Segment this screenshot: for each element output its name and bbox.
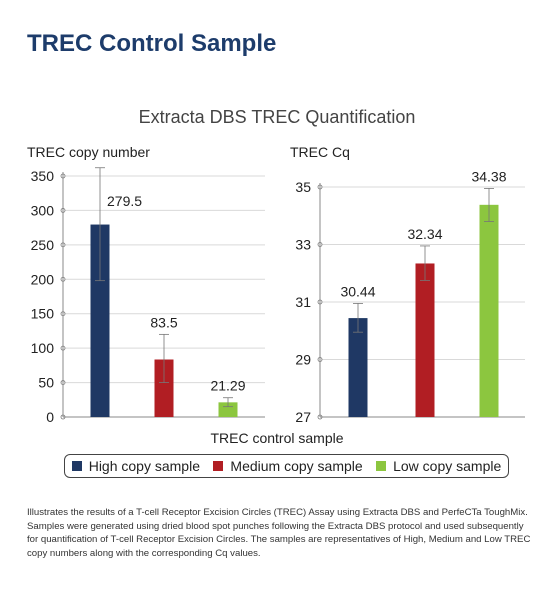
legend-item-medium: Medium copy sample <box>213 458 363 474</box>
y-tick-label: 250 <box>31 237 55 253</box>
legend-label-medium: Medium copy sample <box>230 458 363 474</box>
data-label-high: 279.5 <box>107 193 142 209</box>
legend-swatch-high <box>71 461 82 471</box>
data-label-medium: 32.34 <box>407 226 442 242</box>
y-tick-label: 150 <box>31 306 55 322</box>
y-tick-label: 27 <box>295 409 311 425</box>
y-tick-label: 35 <box>295 179 311 195</box>
legend-label-high: High copy sample <box>88 458 200 474</box>
bar-high <box>90 224 110 417</box>
data-label-high: 30.44 <box>340 283 375 299</box>
y-tick-label: 29 <box>295 352 311 368</box>
y-tick-label: 0 <box>46 409 54 425</box>
legend-swatch-medium <box>213 461 224 471</box>
y-axis-label: TREC Cq <box>290 144 350 160</box>
figure-caption: Illustrates the results of a T-cell Rece… <box>27 507 531 559</box>
y-tick-label: 300 <box>31 202 55 218</box>
y-tick-label: 100 <box>31 340 55 356</box>
copy-number-chart: TREC copy number 0 50 100 150 200 250 300 350 279… <box>27 144 265 425</box>
bar-low <box>218 402 238 417</box>
legend-item-low: Low copy sample <box>376 458 501 474</box>
x-axis-label: TREC control sample <box>210 430 343 446</box>
y-tick-label: 350 <box>31 168 55 184</box>
y-axis-label: TREC copy number <box>27 144 150 160</box>
bar-high <box>348 318 368 417</box>
y-tick-label: 33 <box>295 237 311 253</box>
y-tick-label: 31 <box>295 294 311 310</box>
page-title: TREC Control Sample <box>27 30 277 57</box>
bar-low <box>479 204 499 417</box>
data-label-low: 21.29 <box>210 378 245 394</box>
data-label-low: 34.38 <box>471 168 506 184</box>
legend-item-high: High copy sample <box>71 458 200 474</box>
cq-chart: TREC Cq 27 29 31 33 35 30.44 32.34 34.38 <box>290 144 525 425</box>
bar-medium <box>415 263 435 417</box>
trec-charts: Extracta DBS TREC Quantification TREC co… <box>27 107 525 446</box>
bar-medium <box>154 359 174 417</box>
y-tick-label: 200 <box>31 271 55 287</box>
chart-legend: High copy sample Medium copy sample Low … <box>64 454 509 478</box>
data-label-medium: 83.5 <box>150 314 177 330</box>
y-tick-label: 50 <box>38 375 54 391</box>
figure-title: Extracta DBS TREC Quantification <box>139 107 416 127</box>
legend-swatch-low <box>376 461 387 471</box>
legend-label-low: Low copy sample <box>393 458 502 474</box>
